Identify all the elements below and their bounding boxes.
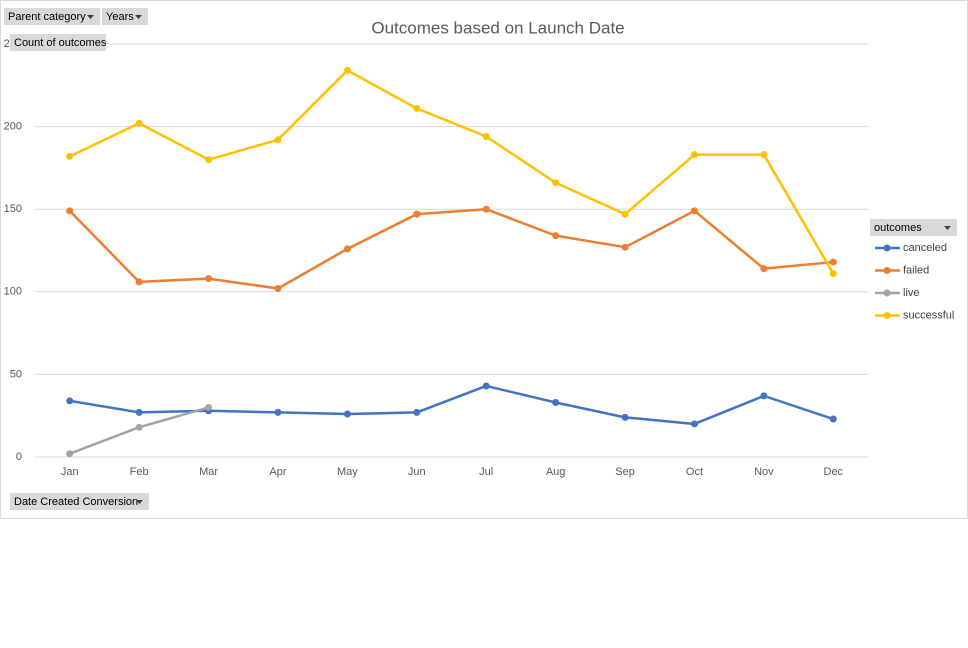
data-point (621, 413, 629, 421)
filter-button-arrow[interactable] (87, 15, 94, 19)
x-tick-label: Sep (615, 466, 635, 478)
legend-label: successful (903, 309, 954, 321)
x-tick-label: Aug (546, 466, 566, 478)
x-tick-label: Mar (199, 466, 218, 478)
data-point (690, 207, 698, 215)
data-point (205, 275, 213, 283)
x-tick-label: Jul (479, 466, 493, 478)
y-tick-label: 200 (4, 121, 22, 133)
data-point (552, 179, 560, 187)
data-point (343, 245, 351, 253)
data-point (829, 258, 837, 266)
x-tick-label: Apr (269, 466, 286, 478)
x-tick-label: Jun (408, 466, 426, 478)
legend-title-button[interactable] (870, 219, 957, 236)
data-point (274, 284, 282, 292)
legend-title-button-arrow[interactable] (944, 226, 951, 230)
axis-field-button[interactable] (10, 493, 149, 510)
data-point (621, 243, 629, 251)
data-point (135, 408, 143, 416)
axis-field-button-label[interactable]: Date Created Conversion (14, 496, 138, 508)
data-point (829, 415, 837, 423)
legend-dot (883, 244, 891, 252)
data-point (552, 398, 560, 406)
value-field-button[interactable] (10, 34, 106, 51)
data-point (343, 66, 351, 74)
data-point (135, 119, 143, 127)
data-point (413, 210, 421, 218)
axis-field-button-arrow[interactable] (136, 500, 143, 504)
data-point (343, 410, 351, 418)
filter-button-label[interactable]: Parent category (8, 11, 86, 23)
filter-button[interactable] (4, 8, 100, 25)
data-point (205, 156, 213, 164)
data-point (135, 278, 143, 286)
legend-label: failed (903, 264, 929, 276)
legend-label: canceled (903, 242, 947, 254)
data-point (274, 408, 282, 416)
x-tick-label: Dec (824, 466, 844, 478)
y-tick-label: 150 (4, 203, 22, 215)
filter-button-label[interactable]: Years (106, 11, 134, 23)
data-point (413, 104, 421, 112)
data-point (760, 151, 768, 159)
data-point (482, 205, 490, 213)
value-field-label[interactable]: Count of outcomes (14, 37, 107, 49)
data-point (135, 423, 143, 431)
data-point (690, 420, 698, 428)
data-point (482, 133, 490, 141)
legend-dot (883, 267, 891, 274)
x-tick-label: Oct (686, 466, 703, 478)
data-point (274, 136, 282, 144)
legend-dot (883, 312, 891, 319)
data-point (205, 403, 213, 411)
y-tick-label: 50 (10, 368, 22, 380)
y-tick-label: 0 (16, 451, 22, 463)
data-point (482, 382, 490, 390)
data-point (760, 392, 768, 400)
series-line (69, 69, 835, 275)
data-point (829, 270, 837, 278)
legend-dot (883, 289, 891, 297)
filter-button-arrow[interactable] (135, 15, 142, 19)
data-point (621, 210, 629, 218)
x-tick-label: Nov (754, 466, 774, 478)
data-point (413, 408, 421, 416)
data-point (66, 397, 74, 405)
legend-label: live (903, 287, 920, 299)
x-tick-label: Feb (130, 466, 149, 478)
legend-title-button-label[interactable]: outcomes (874, 222, 922, 234)
series-line (68, 207, 834, 290)
chart-title: Outcomes based on Launch Date (371, 18, 624, 37)
data-point (66, 152, 74, 160)
chart-area (0, 0, 968, 519)
data-point (66, 207, 74, 215)
data-point (66, 450, 74, 458)
data-point (552, 232, 560, 240)
filter-button[interactable] (102, 8, 148, 25)
data-point (690, 151, 698, 159)
x-tick-label: Jan (61, 466, 79, 478)
data-point (760, 265, 768, 273)
y-tick-label: 100 (4, 286, 22, 298)
x-tick-label: May (337, 466, 358, 478)
